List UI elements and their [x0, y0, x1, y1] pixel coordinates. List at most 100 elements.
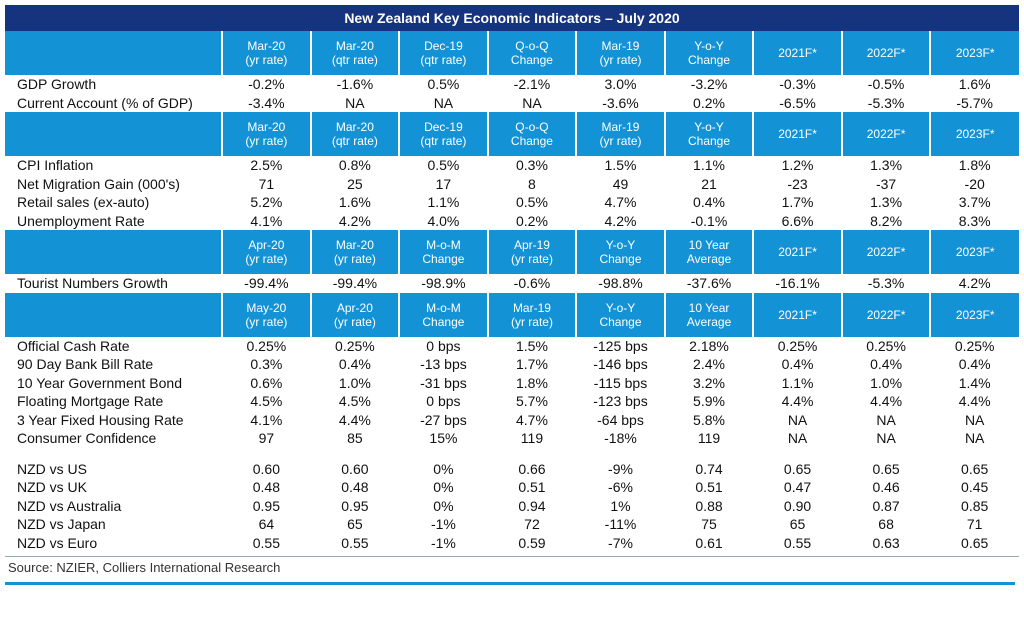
value-cell: 119: [697, 430, 721, 447]
table-row: NZD vs Japan 64 65 -1% 72 -11% 75 65 68 71: [5, 515, 1019, 534]
column-header-line1: 2021F*: [778, 46, 817, 60]
column-header: Y-o-Y Change: [575, 230, 665, 274]
value-cell: 0.94: [518, 497, 546, 514]
row-label: 90 Day Bank Bill Rate: [17, 356, 154, 373]
value-cell: -37.6%: [686, 275, 732, 292]
value-cell: 0.3%: [250, 356, 283, 373]
value-cell: 71: [258, 175, 275, 192]
value-cell: 1.8%: [515, 374, 548, 391]
column-header-line1: 10 Year: [688, 238, 730, 252]
value-cell: -5.7%: [956, 94, 993, 111]
column-header-line2: Change: [422, 314, 465, 329]
value-cell: NA: [433, 94, 454, 111]
column-header-line2: (yr rate): [510, 252, 553, 266]
value-cell: [930, 448, 1019, 460]
value-cell: 1.4%: [958, 374, 991, 391]
value-cell: -1%: [430, 516, 456, 533]
column-header-line1: Y-o-Y: [694, 120, 724, 134]
value-cell: 72: [524, 516, 540, 533]
column-header-line1: M-o-M: [426, 238, 461, 252]
value-cell: 0.25%: [866, 337, 906, 354]
value-cell: 4.0%: [427, 212, 460, 229]
value-cell: 25: [347, 175, 363, 192]
column-header-line1: Mar-20: [335, 238, 374, 252]
value-cell: 0.8%: [338, 157, 371, 174]
column-header-line1: Mar-19: [601, 39, 640, 53]
spacer-row: [5, 448, 1019, 460]
column-header-line1: Y-o-Y: [605, 300, 636, 315]
row-label: Tourist Numbers Growth: [17, 275, 168, 292]
value-cell: -18%: [604, 430, 637, 447]
value-cell: 4.4%: [781, 393, 814, 410]
value-cell: 4.5%: [250, 393, 283, 410]
column-header-line1: 2023F*: [955, 307, 995, 322]
value-cell: 0.90: [783, 497, 812, 514]
value-cell: -1.6%: [336, 76, 374, 93]
row-label: GDP Growth: [17, 76, 97, 93]
column-header-line1: Apr-20: [248, 238, 285, 252]
column-header: 2021F*: [752, 112, 842, 156]
value-cell: NA: [964, 430, 985, 447]
value-cell: 49: [612, 175, 629, 192]
value-cell: -31 bps: [420, 374, 467, 391]
table-row: Unemployment Rate 4.1% 4.2% 4.0% 0.2% 4.2% -0.…: [5, 212, 1019, 231]
column-header-line2: Change: [510, 53, 553, 67]
value-cell: 0.60: [341, 460, 369, 477]
column-header-line1: Mar-19: [601, 120, 640, 134]
value-cell: 1.3%: [870, 194, 903, 211]
column-header: May-20 (yr rate): [221, 292, 311, 337]
header-label-cell: [5, 230, 223, 274]
value-cell: 0.5%: [427, 76, 460, 93]
column-header-line1: May-20: [246, 300, 287, 315]
value-cell: 1.5%: [604, 157, 637, 174]
value-cell: -0.3%: [779, 76, 816, 93]
value-cell: 68: [878, 516, 894, 533]
value-cell: -3.4%: [248, 94, 285, 111]
row-label: CPI Inflation: [17, 157, 94, 174]
table-row: CPI Inflation 2.5% 0.8% 0.5% 0.3% 1.5% 1.1% 1.2…: [5, 156, 1019, 175]
table-row: Retail sales (ex-auto) 5.2% 1.6% 1.1% 0.5% 4.…: [5, 193, 1019, 212]
value-cell: 3.7%: [958, 194, 991, 211]
value-cell: 1.6%: [338, 194, 371, 211]
column-header-line2: Average: [686, 314, 732, 329]
column-header: Dec-19 (qtr rate): [398, 112, 488, 156]
column-header-line1: 10 Year: [688, 300, 730, 315]
column-header-line2: Average: [686, 252, 732, 266]
column-header-line2: Change: [687, 53, 731, 67]
row-label: Official Cash Rate: [17, 337, 130, 354]
column-header: 2022F*: [840, 230, 931, 274]
value-cell: 0.65: [872, 460, 900, 477]
value-cell: -0.2%: [248, 76, 285, 93]
column-header-line2: Change: [687, 134, 731, 148]
value-cell: 0.4%: [870, 356, 903, 373]
value-cell: -13 bps: [420, 356, 467, 373]
value-cell: 1.0%: [870, 374, 903, 391]
value-cell: 5.2%: [250, 194, 283, 211]
column-header: 2021F*: [752, 292, 842, 337]
column-header-line2: (yr rate): [245, 53, 288, 67]
value-cell: NA: [787, 430, 808, 447]
value-cell: 1%: [610, 497, 631, 514]
value-cell: 75: [701, 516, 717, 533]
value-cell: 4.4%: [958, 393, 991, 410]
value-cell: -2.1%: [513, 76, 551, 93]
value-cell: 0.65: [961, 460, 989, 477]
value-cell: -64 bps: [597, 411, 644, 428]
value-cell: 0.55: [341, 534, 369, 551]
value-cell: 0.65: [961, 534, 989, 551]
column-header: Mar-19 (yr rate): [575, 31, 665, 75]
column-header: Mar-19 (yr rate): [575, 112, 665, 156]
value-cell: 1.0%: [338, 374, 371, 391]
row-label: Consumer Confidence: [17, 430, 157, 447]
value-cell: -27 bps: [420, 411, 467, 428]
value-cell: 65: [789, 516, 806, 533]
table-row: Tourist Numbers Growth -99.4% -99.4% -98.9%…: [5, 274, 1019, 293]
value-cell: 0.4%: [958, 356, 991, 373]
value-cell: 0.85: [961, 497, 989, 514]
value-cell: 0.87: [872, 497, 900, 514]
column-header: Mar-20 (qtr rate): [309, 31, 400, 75]
column-header-line2: (yr rate): [245, 134, 288, 148]
header-label-cell: [5, 31, 223, 75]
value-cell: -0.5%: [867, 76, 905, 93]
column-header-line1: Q-o-Q: [515, 39, 549, 53]
